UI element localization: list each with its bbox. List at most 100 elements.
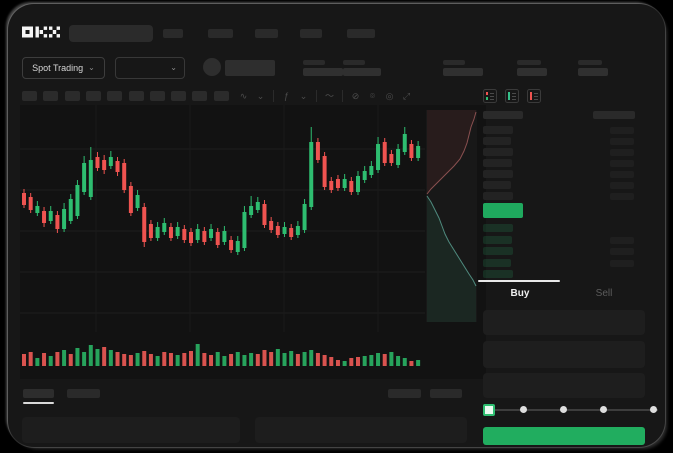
app-window: Spot Trading ⌄ ⌄ ∿ ⌄ ƒ ⌄ 〜 ⊘ ⌾ ◎ ⤢ Buy Sell: [8, 4, 665, 447]
orderbook-header-price-placeholder: [483, 111, 523, 119]
order-total-field[interactable]: [483, 373, 645, 398]
amount-placeholder: [610, 160, 634, 167]
camera-icon[interactable]: ⌾: [369, 91, 376, 101]
nav-item-5[interactable]: [347, 29, 375, 38]
toolbar-tool-placeholder[interactable]: [85, 91, 101, 101]
toolbar-separator: [316, 90, 317, 102]
search-input[interactable]: [69, 25, 153, 42]
orderbook-row[interactable]: [483, 192, 645, 202]
line-tools-icon[interactable]: 〜: [324, 91, 334, 101]
price-placeholder: [483, 270, 513, 278]
amount-placeholder: [610, 236, 634, 244]
amount-slider-track[interactable]: [488, 409, 658, 411]
orderbook-row[interactable]: [483, 148, 645, 158]
price-placeholder: [483, 258, 511, 267]
orderbook-row[interactable]: [483, 235, 645, 246]
bottom-panel-left: [22, 417, 240, 443]
market-type-label: Spot Trading: [32, 63, 84, 73]
slider-step-dot[interactable]: [560, 406, 567, 413]
orderbook-row[interactable]: [483, 224, 645, 234]
price-placeholder: [483, 235, 512, 244]
amount-placeholder: [610, 149, 634, 156]
slider-step-dot[interactable]: [600, 406, 607, 413]
orderbook-view-toggle-combined-icon[interactable]: [483, 89, 497, 108]
bottom-tab-2[interactable]: [67, 389, 100, 398]
fullscreen-icon[interactable]: ⤢: [402, 91, 411, 101]
nav-item-3[interactable]: [255, 29, 278, 38]
chevron-down-icon[interactable]: ⌄: [299, 91, 308, 101]
orderbook-row[interactable]: [483, 159, 645, 169]
chevron-down-icon: ⌄: [88, 63, 95, 72]
amount-slider-handle[interactable]: [483, 404, 495, 416]
orderbook-row[interactable]: [483, 258, 645, 269]
pair-select-dropdown[interactable]: ⌄: [115, 57, 185, 79]
order-amount-field[interactable]: [483, 341, 645, 368]
amount-placeholder: [610, 182, 634, 189]
stat-value-placeholder: [303, 68, 343, 76]
orderbook-row[interactable]: [483, 247, 645, 257]
amount-placeholder: [610, 127, 634, 134]
price-placeholder: [483, 247, 513, 255]
price-placeholder: [483, 224, 513, 232]
chevron-down-icon[interactable]: ⌄: [256, 91, 265, 101]
stat-label-placeholder: [578, 60, 602, 65]
orderbook-row[interactable]: [483, 137, 645, 147]
stat-label-placeholder: [443, 60, 465, 65]
market-type-dropdown[interactable]: Spot Trading ⌄: [22, 57, 105, 79]
orderbook-view-toggle-asks-icon[interactable]: [527, 89, 541, 108]
slider-step-dot[interactable]: [520, 406, 527, 413]
stat-value-placeholder: [443, 68, 483, 76]
nav-item-1[interactable]: [163, 29, 183, 38]
chart-toolbar-icons: ∿ ⌄ ƒ ⌄ 〜 ⊘ ⌾ ◎ ⤢: [236, 90, 414, 102]
stat-value-placeholder: [517, 68, 547, 76]
indicators-icon[interactable]: ƒ: [283, 91, 289, 101]
orderbook-row[interactable]: [483, 270, 645, 280]
compare-icon[interactable]: ⊘: [351, 91, 360, 101]
orderbook-row[interactable]: [483, 181, 645, 191]
order-price-field[interactable]: [483, 310, 645, 335]
nav-item-4[interactable]: [300, 29, 322, 38]
coin-avatar[interactable]: [203, 58, 221, 76]
toolbar-separator: [342, 90, 343, 102]
stat-value-placeholder: [343, 68, 381, 76]
toolbar-tool-placeholder[interactable]: [213, 91, 229, 101]
tab-sell[interactable]: Sell: [595, 288, 613, 299]
orderbook-view-toggle-bids-icon[interactable]: [505, 89, 519, 108]
price-placeholder: [483, 159, 512, 167]
price-placeholder: [483, 181, 511, 189]
orderbook-row[interactable]: [483, 170, 645, 180]
amount-placeholder: [610, 193, 634, 200]
toolbar-tool-placeholder[interactable]: [149, 91, 165, 101]
orderbook-header-amount-placeholder: [593, 111, 635, 119]
last-price-badge[interactable]: [483, 203, 523, 218]
stat-label-placeholder: [517, 60, 541, 65]
stat-label-placeholder: [303, 60, 325, 65]
toolbar-tool-placeholder[interactable]: [171, 91, 187, 101]
bottom-right-control-1[interactable]: [388, 389, 421, 398]
toolbar-tool-placeholder[interactable]: [64, 91, 80, 101]
buy-submit-button[interactable]: [483, 427, 645, 445]
chevron-down-icon: ⌄: [170, 63, 177, 72]
price-placeholder: [483, 126, 513, 134]
bottom-tab-1[interactable]: [23, 389, 54, 398]
nav-item-2[interactable]: [208, 29, 233, 38]
price-placeholder: [483, 170, 513, 178]
tab-buy[interactable]: Buy: [510, 288, 530, 299]
slider-step-dot[interactable]: [650, 406, 657, 413]
orderbook-row[interactable]: [483, 126, 645, 136]
amount-placeholder: [610, 138, 634, 145]
toolbar-tool-placeholder[interactable]: [107, 91, 123, 101]
toolbar-tool-placeholder[interactable]: [22, 91, 37, 101]
toolbar-tool-placeholder[interactable]: [43, 91, 59, 101]
settings-icon[interactable]: ◎: [385, 91, 394, 101]
okx-logo: [22, 26, 60, 38]
pair-name-placeholder: [225, 60, 275, 76]
toolbar-tool-placeholder[interactable]: [128, 91, 144, 101]
chart-svg[interactable]: [20, 105, 486, 379]
toolbar-tool-placeholder[interactable]: [192, 91, 208, 101]
toolbar-separator: [273, 90, 274, 102]
bottom-right-control-2[interactable]: [430, 389, 462, 398]
price-placeholder: [483, 148, 513, 156]
candle-style-icon[interactable]: ∿: [239, 91, 248, 101]
chart-toolbar-placeholders: [22, 91, 232, 101]
